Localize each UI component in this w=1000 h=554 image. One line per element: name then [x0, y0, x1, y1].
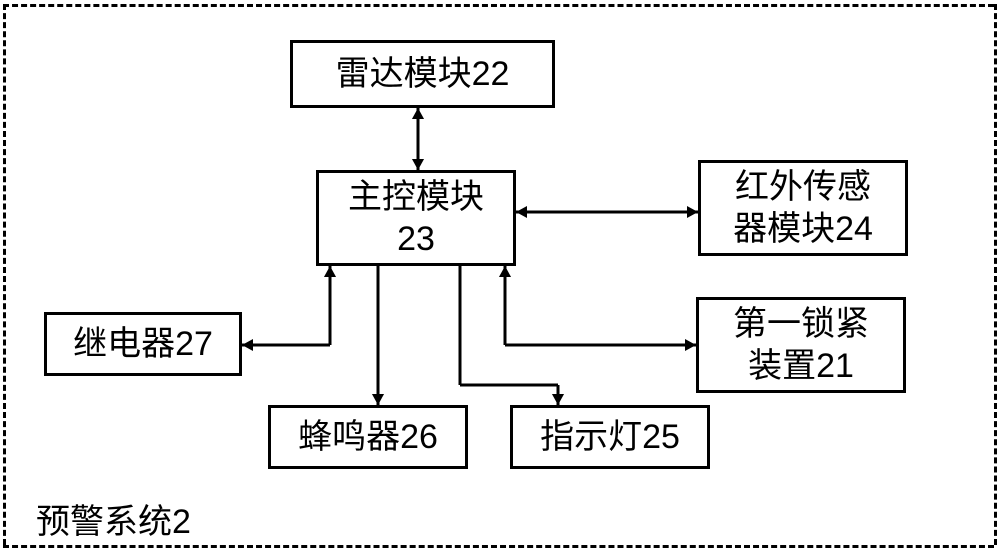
- outer-border-top: [3, 4, 994, 7]
- node-ir: 红外传感器模块24: [698, 160, 908, 256]
- node-label: 继电器27: [73, 323, 213, 366]
- node-label: 红外传感器模块24: [733, 166, 873, 251]
- node-label: 第一锁紧装置21: [733, 303, 869, 388]
- system-label: 预警系统2: [36, 494, 191, 543]
- node-label: 蜂鸣器26: [298, 416, 438, 459]
- node-led: 指示灯25: [510, 405, 710, 469]
- node-buzzer: 蜂鸣器26: [268, 405, 468, 469]
- node-main: 主控模块23: [316, 170, 516, 266]
- node-relay: 继电器27: [44, 312, 242, 376]
- node-label: 主控模块23: [348, 176, 484, 261]
- node-radar: 雷达模块22: [290, 40, 555, 108]
- outer-border-left: [3, 4, 6, 545]
- outer-border-right: [994, 4, 997, 545]
- outer-border-bottom: [3, 545, 994, 548]
- system-label-text: 预警系统2: [36, 503, 191, 541]
- node-lock: 第一锁紧装置21: [696, 297, 906, 393]
- diagram-canvas: 雷达模块22 主控模块23 红外传感器模块24 继电器27 第一锁紧装置21 蜂…: [0, 0, 1000, 554]
- node-label: 雷达模块22: [336, 53, 510, 96]
- node-label: 指示灯25: [540, 416, 680, 459]
